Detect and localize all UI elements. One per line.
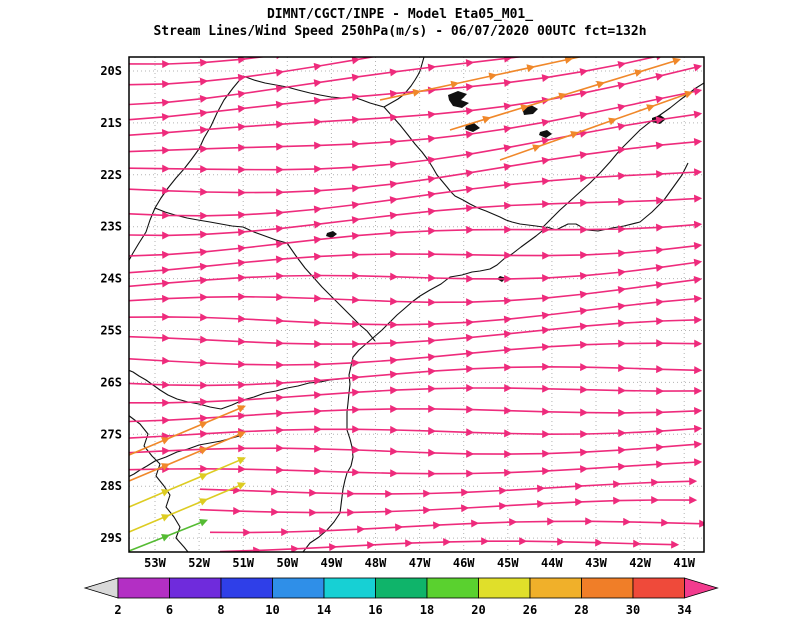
streamline	[199, 477, 698, 498]
streamline	[129, 220, 703, 259]
streamline	[499, 90, 694, 161]
lat-label: 28S	[100, 479, 122, 493]
streamlines	[129, 57, 704, 552]
streamline	[129, 424, 703, 441]
streamline	[129, 482, 246, 533]
lat-label: 26S	[100, 375, 122, 389]
colorbar-label: 34	[677, 603, 691, 617]
colorbar: 2 6 8 10 14 16 18 20 26 28 30 34	[83, 577, 719, 617]
colorbar-left-tip	[83, 577, 119, 599]
streamline	[449, 57, 682, 131]
streamline	[129, 458, 703, 478]
lat-label: 23S	[100, 220, 122, 234]
colorbar-label: 26	[523, 603, 537, 617]
geography	[129, 57, 704, 552]
lat-label: 20S	[100, 64, 122, 78]
lat-label: 27S	[100, 427, 122, 441]
streamline	[129, 168, 703, 220]
lake	[539, 130, 552, 138]
colorbar-label: 28	[574, 603, 588, 617]
lake	[326, 231, 337, 238]
chart-title-line2: Stream Lines/Wind Speed 250hPa(m/s) - 06…	[153, 24, 647, 39]
lat-label: 22S	[100, 168, 122, 182]
colorbar-band	[632, 577, 685, 599]
colorbar-band	[220, 577, 273, 599]
axis-labels: 20S 21S 22S 23S 24S 25S 26S 27S 28S 29S 53W 52W 51W 5…	[100, 64, 695, 570]
lake	[448, 91, 469, 108]
streamline	[219, 537, 680, 552]
streamline	[129, 63, 703, 137]
lon-label: 53W	[144, 556, 166, 570]
colorbar-band	[478, 577, 531, 599]
streamline	[199, 496, 698, 517]
streamline	[129, 275, 703, 307]
coastline-border	[154, 207, 376, 342]
lon-label: 51W	[232, 556, 254, 570]
streamline	[129, 405, 246, 456]
lat-label: 29S	[100, 531, 122, 545]
lat-label: 25S	[100, 324, 122, 338]
colorbar-band	[169, 577, 222, 599]
colorbar-right-tip	[684, 577, 719, 599]
colorbar-label: 18	[420, 603, 434, 617]
colorbar-band	[375, 577, 428, 599]
colorbar-label: 8	[217, 603, 224, 617]
lon-label: 50W	[276, 556, 298, 570]
map-frame	[128, 56, 705, 553]
coastline-border	[542, 82, 704, 228]
colorbar-band	[117, 577, 170, 599]
lon-label: 47W	[409, 556, 431, 570]
colorbar-label: 14	[317, 603, 331, 617]
streamline	[129, 384, 703, 407]
lat-label: 24S	[100, 272, 122, 286]
colorbar-band	[426, 577, 479, 599]
lon-label: 49W	[321, 556, 343, 570]
colorbar-label: 2	[114, 603, 121, 617]
chart-header: DIMNT/CGCT/INPE - Model Eta05_M01_ Strea…	[0, 0, 800, 40]
colorbar-band	[581, 577, 634, 599]
colorbar-label: 30	[626, 603, 640, 617]
colorbar-band	[529, 577, 582, 599]
chart-title-line1: DIMNT/CGCT/INPE - Model Eta05_M01_	[266, 7, 534, 22]
grid-lines	[129, 57, 704, 552]
lon-label: 46W	[453, 556, 475, 570]
colorbar-label: 20	[471, 603, 485, 617]
lon-label: 41W	[673, 556, 695, 570]
streamline	[129, 518, 208, 552]
colorbar-label: 6	[166, 603, 173, 617]
lon-label: 43W	[585, 556, 607, 570]
streamline	[129, 315, 703, 349]
streamline	[129, 110, 703, 174]
colorbar-label: 16	[368, 603, 382, 617]
lon-label: 42W	[629, 556, 651, 570]
lon-label: 52W	[188, 556, 210, 570]
lon-label: 48W	[365, 556, 387, 570]
colorbar-band	[323, 577, 376, 599]
colorbar-label: 10	[265, 603, 279, 617]
colorbar-band	[272, 577, 325, 599]
lon-label: 44W	[541, 556, 563, 570]
streamline	[129, 241, 703, 275]
streamline	[129, 339, 703, 369]
streamline	[209, 517, 704, 537]
lat-label: 21S	[100, 116, 122, 130]
lon-label: 45W	[497, 556, 519, 570]
